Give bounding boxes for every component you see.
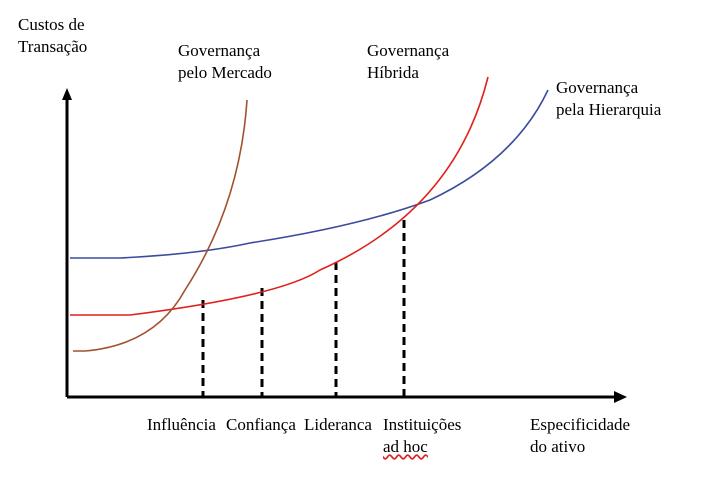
hybrid-governance-curve: [70, 76, 489, 316]
boundary-label-confianca: Confiança: [226, 415, 296, 434]
market-curve-label: Governança pelo Mercado: [178, 41, 272, 82]
x-axis-arrowhead: [614, 391, 627, 403]
market-governance-curve: [73, 99, 248, 352]
y-axis-label: Custos de Transação: [18, 15, 88, 56]
hybrid-curve-label: Governança Híbrida: [367, 41, 450, 82]
hierarchy-governance-curve: [70, 89, 549, 259]
boundary-label-instituicoes: Instituições ad hoc: [383, 415, 462, 456]
hierarchy-curve-label: Governança pela Hierarquia: [556, 78, 662, 119]
y-axis-arrowhead: [62, 88, 72, 100]
boundary-label-lideranca: Lideranca: [304, 415, 372, 434]
boundary-label-influencia: Influência: [147, 415, 216, 434]
x-axis-label: Especificidade do ativo: [530, 415, 631, 456]
